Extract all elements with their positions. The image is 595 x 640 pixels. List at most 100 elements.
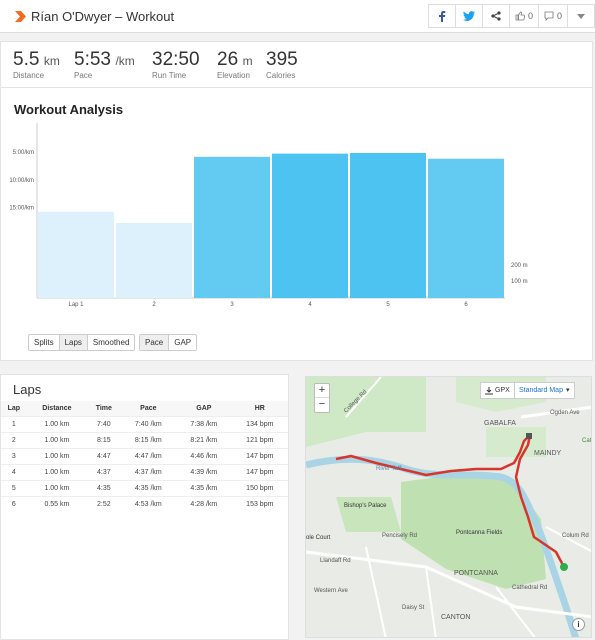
pace-mode-toggle[interactable]: Pace GAP <box>139 334 198 351</box>
laps-table: Lap Distance Time Pace GAP HR 1 1.00 km 7:40 7:4… <box>1 401 288 512</box>
stat-pace: 5:53 /km Pace <box>74 49 135 80</box>
road <box>520 405 591 419</box>
laps-title: Laps <box>13 382 42 397</box>
workout-analysis-panel: Workout Analysis 5:00/km 10:00/km 15:00/km… <box>0 88 593 361</box>
pace-chart: 5:00/km 10:00/km 15:00/km Lap 1 2 3 4 5 6 200 m 10… <box>9 123 528 308</box>
like-count: 0 <box>527 11 533 21</box>
map-type-select[interactable]: Standard Map ▾ <box>514 382 575 399</box>
share-facebook-button[interactable] <box>427 4 456 28</box>
lap-row: 5 1.00 km 4:35 4:35 /km 4:35 /km 150 bpm <box>1 479 288 496</box>
lap-cell: 4:35 /km <box>176 479 232 496</box>
road <box>495 586 536 637</box>
lap-cell: 1.00 km <box>26 479 88 496</box>
lap-cell: 2:52 <box>87 495 121 512</box>
stat-distance: 5.5 km Distance <box>13 49 60 80</box>
split-mode-toggle[interactable]: Splits Laps Smoothed <box>28 334 136 351</box>
pace-bar[interactable] <box>194 156 270 298</box>
map-label: Daisy St <box>402 605 425 611</box>
map-label: Pencisely Rd <box>382 533 417 539</box>
lap-cell: 5 <box>1 479 27 496</box>
elevation-tick-label: 100 m <box>511 279 528 285</box>
x-tick-label: 4 <box>308 302 312 308</box>
lap-row: 6 0.55 km 2:52 4:53 /km 4:28 /km 153 bpm <box>1 495 288 512</box>
pace-bar[interactable] <box>116 223 192 298</box>
lap-cell: 4:28 /km <box>176 495 232 512</box>
road <box>365 546 387 637</box>
route-map[interactable]: GABALFA MAINDY PONTCANNA CANTON Bishop's… <box>305 376 592 638</box>
map-label: Western Ave <box>314 588 348 594</box>
more-menu-button[interactable] <box>567 4 595 28</box>
comment-icon <box>544 11 554 21</box>
map-label: Pontcanna Fields <box>456 530 502 536</box>
map-type-label: Standard Map <box>519 387 563 394</box>
share-icon <box>491 11 501 21</box>
info-icon[interactable]: i <box>572 618 585 631</box>
lap-row: 1 1.00 km 7:40 7:40 /km 7:38 /km 134 bpm <box>1 415 288 432</box>
y-tick-label: 15:00/km <box>9 206 34 212</box>
park-area <box>336 497 401 532</box>
park-area <box>401 474 546 589</box>
page-title: Rían O'Dwyer – Workout <box>31 9 175 24</box>
lap-cell: 4:37 /km <box>120 463 177 480</box>
map-canvas[interactable]: GABALFA MAINDY PONTCANNA CANTON Bishop's… <box>306 377 592 638</box>
lap-cell: 7:40 <box>87 415 121 432</box>
map-label: River Taff <box>376 466 401 472</box>
pace-bar[interactable] <box>350 153 426 298</box>
x-tick-label: 5 <box>386 302 390 308</box>
lap-cell: 4:47 /km <box>120 447 177 464</box>
pace-bar[interactable] <box>428 158 504 298</box>
comment-count: 0 <box>556 11 562 21</box>
lap-cell: 4:39 /km <box>176 463 232 480</box>
caret-down-icon: ▾ <box>565 387 570 394</box>
facebook-icon <box>438 10 446 22</box>
zoom-control[interactable]: + − <box>314 383 330 413</box>
zoom-in-button[interactable]: + <box>315 384 329 398</box>
lap-cell: 6 <box>1 495 27 512</box>
lap-cell: 2 <box>1 431 27 448</box>
lap-cell: 8:15 <box>87 431 121 448</box>
lap-cell: 8:15 /km <box>120 431 177 448</box>
lap-cell: 1.00 km <box>26 463 88 480</box>
lap-cell: 7:38 /km <box>176 415 232 432</box>
splits-option[interactable]: Splits <box>29 335 60 350</box>
route-finish-marker <box>526 433 532 439</box>
x-tick-label: 3 <box>230 302 234 308</box>
map-label: Bishop's Palace <box>344 503 387 509</box>
laps-column-header: GAP <box>176 401 232 416</box>
laps-option[interactable]: Laps <box>59 335 88 350</box>
lap-cell: 4:35 <box>87 479 121 496</box>
lap-row: 4 1.00 km 4:37 4:37 /km 4:39 /km 147 bpm <box>1 463 288 480</box>
like-button[interactable]: 0 <box>508 4 539 28</box>
lap-cell: 150 bpm <box>231 479 288 496</box>
stat-run-time: 32:50 Run Time <box>152 49 200 80</box>
lap-cell: 4:47 <box>87 447 121 464</box>
analysis-title: Workout Analysis <box>14 102 124 117</box>
lap-cell: 7:40 /km <box>120 415 177 432</box>
smoothed-option[interactable]: Smoothed <box>92 338 130 347</box>
lap-row: 3 1.00 km 4:47 4:47 /km 4:46 /km 147 bpm <box>1 447 288 464</box>
download-gpx-button[interactable]: GPX <box>480 382 515 399</box>
zoom-out-button[interactable]: − <box>318 398 326 410</box>
map-label: Colum Rd <box>562 533 589 539</box>
gap-option[interactable]: GAP <box>174 338 192 347</box>
pace-bar[interactable] <box>38 211 114 298</box>
laps-column-header: Pace <box>120 401 177 416</box>
pace-option[interactable]: Pace <box>140 335 170 350</box>
y-tick-label: 10:00/km <box>9 178 34 184</box>
road <box>545 526 591 553</box>
map-label: Cat <box>582 438 592 444</box>
chevron-down-icon <box>577 13 585 19</box>
map-label: Ogden Ave <box>550 410 580 416</box>
road <box>425 566 437 637</box>
map-label: Cathedral Rd <box>512 585 547 591</box>
share-twitter-button[interactable] <box>454 4 483 28</box>
lap-cell: 4:53 /km <box>120 495 177 512</box>
lap-cell: 153 bpm <box>231 495 288 512</box>
pace-bar[interactable] <box>272 153 348 298</box>
workout-header: Rían O'Dwyer – Workout 0 0 <box>0 0 595 33</box>
share-button[interactable] <box>481 4 510 28</box>
park-area <box>306 377 426 447</box>
comment-button[interactable]: 0 <box>537 4 568 28</box>
lap-cell: 1.00 km <box>26 447 88 464</box>
lap-cell: 0.55 km <box>26 495 88 512</box>
